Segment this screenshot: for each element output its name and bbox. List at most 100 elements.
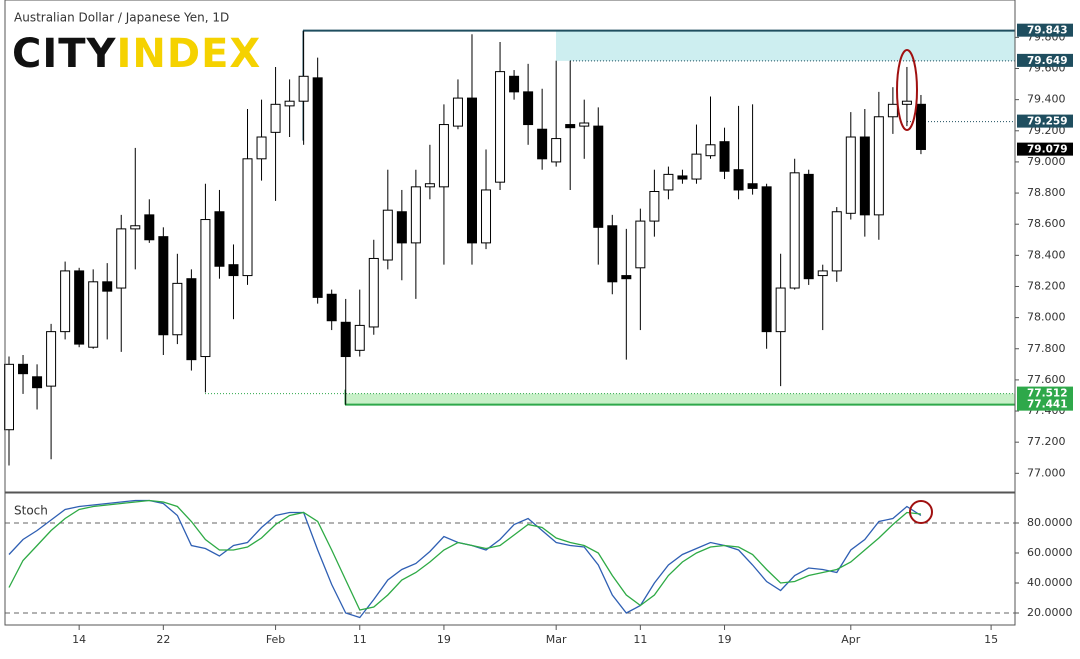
y-tick-label: 79.400: [1027, 93, 1066, 106]
candle-body: [817, 270, 828, 277]
y-tick-label: 78.400: [1027, 248, 1066, 261]
candle-body: [607, 225, 618, 283]
stoch-line: [8, 499, 921, 611]
x-tick-label: 22: [156, 633, 170, 646]
candle-body: [18, 363, 29, 375]
resistance-zone: [556, 30, 1015, 61]
price-marker: [1017, 53, 1073, 67]
candle-body: [452, 97, 463, 127]
candle-body: [256, 136, 267, 160]
candle-body: [354, 324, 365, 351]
candle-body: [691, 153, 702, 180]
candle-body: [859, 136, 870, 216]
candle-body: [761, 186, 772, 333]
y-tick-label: 77.200: [1027, 435, 1066, 448]
candle-body: [368, 257, 379, 328]
candle-body: [60, 270, 71, 333]
candle-body: [621, 275, 632, 280]
candle-body: [298, 75, 309, 102]
candle-body: [200, 219, 211, 358]
price-marker-label: 77.512: [1027, 388, 1068, 400]
candle-body: [565, 124, 576, 129]
brand-part: INDEX: [117, 31, 262, 77]
candle-body: [410, 186, 421, 244]
candle-body: [88, 281, 99, 348]
candle-body: [635, 220, 646, 269]
y-tick-label: 78.600: [1027, 217, 1066, 230]
x-tick-label: 14: [72, 633, 86, 646]
y-tick-label: 77.600: [1027, 373, 1066, 386]
candle-body: [677, 175, 688, 180]
candle-body: [747, 183, 758, 189]
candle-body: [74, 270, 85, 345]
candle-body: [424, 183, 435, 188]
x-tick-label: Apr: [841, 633, 861, 646]
candle-body: [733, 169, 744, 191]
candle-body: [32, 376, 43, 389]
candle-body: [775, 287, 786, 333]
candle-body: [144, 214, 155, 241]
x-tick-label: 11: [353, 633, 367, 646]
price-marker-label: 77.441: [1027, 399, 1068, 411]
candle-body: [158, 236, 169, 336]
price-marker: [1017, 23, 1073, 37]
candle-body: [228, 264, 239, 277]
candle-body: [102, 281, 113, 292]
x-tick-label: Feb: [266, 633, 285, 646]
candle-body: [186, 278, 197, 361]
chart-title: Australian Dollar / Japanese Yen, 1D: [14, 11, 229, 25]
candle-body: [130, 225, 141, 230]
price-marker-label: 79.649: [1027, 55, 1068, 67]
candle-body: [495, 71, 506, 183]
candle-body: [901, 100, 912, 105]
candle-body: [789, 172, 800, 289]
x-tick-label: 19: [437, 633, 451, 646]
candle-body: [438, 124, 449, 188]
candle-body: [396, 211, 407, 244]
candle-body: [873, 116, 884, 216]
y-tick-label: 77.800: [1027, 342, 1066, 355]
annotation-circle: [909, 500, 933, 524]
price-marker: [1017, 142, 1073, 156]
candle-body: [312, 77, 323, 298]
price-marker: [1017, 397, 1073, 411]
candle-body: [649, 191, 660, 222]
brand-logo: CITYINDEX: [12, 31, 261, 77]
candle-body: [46, 331, 57, 387]
price-panel-frame: [4, 0, 1016, 493]
y-tick-label: 78.000: [1027, 311, 1066, 324]
price-marker-label: 79.079: [1027, 144, 1068, 156]
candle-body: [509, 75, 520, 93]
candle-body: [116, 228, 127, 289]
candle-body: [382, 209, 393, 261]
x-tick-label: 19: [718, 633, 732, 646]
y-tick-label: 60.0000: [1027, 546, 1073, 559]
candle-body: [326, 293, 337, 322]
candle-body: [551, 138, 562, 163]
annotation-ellipse: [896, 49, 918, 131]
candle-body: [4, 363, 14, 431]
y-tick-label: 77.000: [1027, 466, 1066, 479]
x-tick-label: Mar: [546, 633, 567, 646]
candle-body: [242, 158, 253, 277]
y-tick-label: 79.000: [1027, 155, 1066, 168]
candle-body: [593, 125, 604, 228]
candle-body: [579, 122, 590, 127]
price-marker: [1017, 386, 1073, 400]
y-tick-label: 40.0000: [1027, 576, 1073, 589]
price-marker: [1017, 114, 1073, 128]
candle-body: [719, 141, 730, 172]
brand-part: CITY: [12, 31, 117, 77]
candle-body: [887, 103, 898, 118]
candle-body: [340, 321, 351, 358]
candle-body: [214, 211, 225, 267]
candle-body: [172, 282, 183, 336]
stoch-label: Stoch: [14, 504, 48, 518]
candle-body: [831, 211, 842, 272]
x-tick-label: 11: [633, 633, 647, 646]
candle-body: [915, 103, 926, 150]
candle-body: [663, 173, 674, 191]
candle-body: [845, 136, 856, 214]
candle-body: [481, 189, 492, 244]
